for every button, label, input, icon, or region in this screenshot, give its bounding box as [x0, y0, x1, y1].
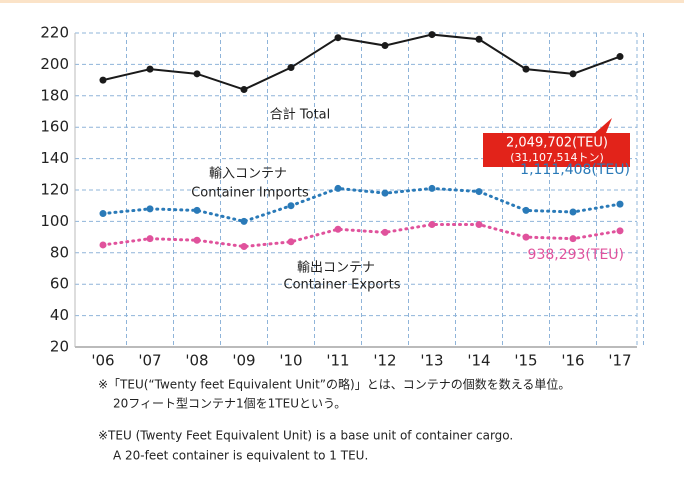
- x-tick-label: '09: [232, 352, 255, 370]
- x-tick-label: '12: [373, 352, 396, 370]
- note: ※TEU (Twenty Feet Equivalent Unit) is a …: [98, 429, 513, 443]
- point: [428, 31, 436, 39]
- point: [428, 184, 436, 192]
- point: [381, 228, 389, 236]
- note: A 20-feet container is equivalent to 1 T…: [113, 449, 368, 463]
- point: [193, 70, 201, 78]
- point: [522, 206, 530, 214]
- point: [569, 208, 577, 216]
- total-label: 1,111,408(TEU): [520, 162, 630, 178]
- point: [334, 225, 342, 233]
- point: [475, 221, 483, 229]
- x-tick-label: '15: [514, 352, 537, 370]
- series-label: 合計 Total: [270, 107, 331, 123]
- point: [616, 53, 624, 61]
- point: [240, 86, 248, 94]
- point: [569, 70, 577, 78]
- point: [99, 210, 107, 218]
- point: [287, 202, 295, 210]
- x-tick-label: '07: [138, 352, 161, 370]
- x-tick-label: '06: [91, 352, 114, 370]
- point: [146, 65, 154, 73]
- point: [569, 235, 577, 243]
- total-label: (31,107,514トン): [510, 151, 604, 164]
- point: [428, 221, 436, 229]
- total-label: 2,049,702(TEU): [506, 136, 608, 151]
- point: [240, 217, 248, 225]
- point: [287, 238, 295, 246]
- note: ※「TEU(“Twenty feet Equivalent Unit”の略)」と…: [98, 377, 570, 392]
- y-tick-label: 20: [50, 338, 69, 356]
- point: [193, 236, 201, 244]
- y-tick-label: 120: [40, 181, 69, 199]
- series-line: [102, 33, 621, 91]
- point: [287, 64, 295, 72]
- top-band: [0, 0, 684, 3]
- y-tick-label: 80: [50, 243, 69, 261]
- x-tick-label: '11: [326, 352, 349, 370]
- point: [616, 227, 624, 235]
- point: [381, 42, 389, 50]
- total-label: 938,293(TEU): [528, 247, 624, 263]
- series-line: [101, 186, 622, 223]
- point: [334, 184, 342, 192]
- y-tick-label: 200: [40, 55, 69, 73]
- point: [475, 35, 483, 43]
- point: [475, 188, 483, 196]
- point: [193, 206, 201, 214]
- series-label: 輸入コンテナ: [209, 167, 287, 182]
- y-tick-label: 140: [40, 149, 69, 167]
- y-tick-label: 160: [40, 118, 69, 136]
- callout-box: [483, 118, 630, 167]
- point: [616, 200, 624, 208]
- y-tick-label: 40: [50, 306, 69, 324]
- point: [146, 235, 154, 243]
- series-label: Container Imports: [191, 186, 309, 201]
- point: [334, 34, 342, 42]
- y-tick-label: 180: [40, 86, 69, 104]
- y-tick-label: 220: [40, 24, 69, 42]
- x-tick-label: '17: [608, 352, 631, 370]
- x-tick-label: '16: [561, 352, 584, 370]
- point: [522, 65, 530, 73]
- y-tick-label: 100: [40, 212, 69, 230]
- point: [99, 241, 107, 249]
- point: [381, 189, 389, 197]
- x-tick-label: '13: [420, 352, 443, 370]
- x-tick-label: '14: [467, 352, 490, 370]
- point: [522, 233, 530, 241]
- x-tick-label: '10: [279, 352, 302, 370]
- series-label: Container Exports: [284, 278, 401, 293]
- point: [240, 243, 248, 251]
- point: [99, 76, 107, 84]
- y-tick-label: 60: [50, 275, 69, 293]
- series-label: 輸出コンテナ: [297, 261, 375, 276]
- note: 20フィート型コンテナ1個を1TEUという。: [113, 397, 346, 411]
- x-tick-label: '08: [185, 352, 208, 370]
- point: [146, 205, 154, 213]
